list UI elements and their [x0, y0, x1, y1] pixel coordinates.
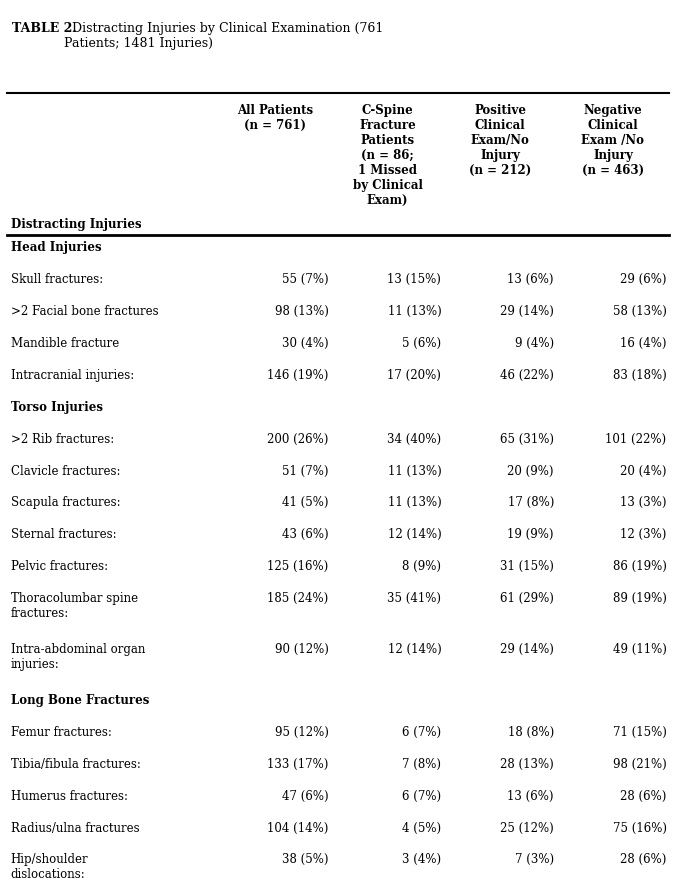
Text: 49 (11%): 49 (11%) [612, 642, 667, 656]
Text: 90 (12%): 90 (12%) [275, 642, 329, 656]
Text: >2 Facial bone fractures: >2 Facial bone fractures [11, 305, 158, 318]
Text: 51 (7%): 51 (7%) [282, 464, 329, 478]
Text: Tibia/fibula fractures:: Tibia/fibula fractures: [11, 758, 141, 771]
Text: 28 (6%): 28 (6%) [620, 853, 667, 866]
Text: 13 (6%): 13 (6%) [508, 273, 554, 287]
Text: 47 (6%): 47 (6%) [282, 789, 329, 803]
Text: Skull fractures:: Skull fractures: [11, 273, 103, 287]
Text: 98 (13%): 98 (13%) [275, 305, 329, 318]
Text: Intracranial injuries:: Intracranial injuries: [11, 369, 134, 382]
Text: 95 (12%): 95 (12%) [275, 726, 329, 739]
Text: 13 (6%): 13 (6%) [508, 789, 554, 803]
Text: Intra-abdominal organ
injuries:: Intra-abdominal organ injuries: [11, 642, 145, 671]
Text: 35 (41%): 35 (41%) [387, 591, 441, 605]
Text: Mandible fracture: Mandible fracture [11, 337, 119, 350]
Text: 11 (13%): 11 (13%) [387, 496, 441, 510]
Text: 41 (5%): 41 (5%) [282, 496, 329, 510]
Text: Femur fractures:: Femur fractures: [11, 726, 112, 739]
Text: Sternal fractures:: Sternal fractures: [11, 528, 116, 541]
Text: 98 (21%): 98 (21%) [612, 758, 667, 771]
Text: 146 (19%): 146 (19%) [267, 369, 329, 382]
Text: >2 Rib fractures:: >2 Rib fractures: [11, 433, 114, 446]
Text: 34 (40%): 34 (40%) [387, 433, 441, 446]
Text: 17 (20%): 17 (20%) [387, 369, 441, 382]
Text: 12 (14%): 12 (14%) [387, 642, 441, 656]
Text: 5 (6%): 5 (6%) [402, 337, 441, 350]
Text: Torso Injuries: Torso Injuries [11, 401, 103, 414]
Text: Thoracolumbar spine
fractures:: Thoracolumbar spine fractures: [11, 591, 138, 620]
Text: 58 (13%): 58 (13%) [612, 305, 667, 318]
Text: 55 (7%): 55 (7%) [282, 273, 329, 287]
Text: 65 (31%): 65 (31%) [500, 433, 554, 446]
Text: All Patients
(n = 761): All Patients (n = 761) [237, 104, 313, 132]
Text: Radius/ulna fractures: Radius/ulna fractures [11, 822, 139, 835]
Text: 7 (3%): 7 (3%) [515, 853, 554, 866]
Text: Pelvic fractures:: Pelvic fractures: [11, 560, 108, 573]
Text: 6 (7%): 6 (7%) [402, 726, 441, 739]
Text: Clavicle fractures:: Clavicle fractures: [11, 464, 120, 478]
Text: 29 (6%): 29 (6%) [620, 273, 667, 287]
Text: C-Spine
Fracture
Patients
(n = 86;
1 Missed
by Clinical
Exam): C-Spine Fracture Patients (n = 86; 1 Mis… [353, 104, 422, 207]
Text: 28 (13%): 28 (13%) [500, 758, 554, 771]
Text: 31 (15%): 31 (15%) [500, 560, 554, 573]
Text: 12 (3%): 12 (3%) [620, 528, 667, 541]
Text: 7 (8%): 7 (8%) [402, 758, 441, 771]
Text: 46 (22%): 46 (22%) [500, 369, 554, 382]
Text: 25 (12%): 25 (12%) [500, 822, 554, 835]
Text: 29 (14%): 29 (14%) [500, 642, 554, 656]
Text: 3 (4%): 3 (4%) [402, 853, 441, 866]
Text: 17 (8%): 17 (8%) [508, 496, 554, 510]
Text: 29 (14%): 29 (14%) [500, 305, 554, 318]
Text: Positive
Clinical
Exam/No
Injury
(n = 212): Positive Clinical Exam/No Injury (n = 21… [469, 104, 531, 177]
Text: 8 (9%): 8 (9%) [402, 560, 441, 573]
Text: 4 (5%): 4 (5%) [402, 822, 441, 835]
Text: 20 (9%): 20 (9%) [508, 464, 554, 478]
Text: 101 (22%): 101 (22%) [606, 433, 667, 446]
Text: Humerus fractures:: Humerus fractures: [11, 789, 128, 803]
Text: 75 (16%): 75 (16%) [612, 822, 667, 835]
Text: 83 (18%): 83 (18%) [612, 369, 667, 382]
Text: 19 (9%): 19 (9%) [508, 528, 554, 541]
Text: 11 (13%): 11 (13%) [387, 464, 441, 478]
Text: 20 (4%): 20 (4%) [620, 464, 667, 478]
Text: Distracting Injuries: Distracting Injuries [11, 218, 141, 231]
Text: 89 (19%): 89 (19%) [612, 591, 667, 605]
Text: 30 (4%): 30 (4%) [282, 337, 329, 350]
Text: 18 (8%): 18 (8%) [508, 726, 554, 739]
Text: 13 (15%): 13 (15%) [387, 273, 441, 287]
Text: Scapula fractures:: Scapula fractures: [11, 496, 120, 510]
Text: Negative
Clinical
Exam /No
Injury
(n = 463): Negative Clinical Exam /No Injury (n = 4… [581, 104, 644, 177]
Text: 71 (15%): 71 (15%) [612, 726, 667, 739]
Text: 86 (19%): 86 (19%) [612, 560, 667, 573]
Text: Hip/shoulder
dislocations:: Hip/shoulder dislocations: [11, 853, 89, 882]
Text: Head Injuries: Head Injuries [11, 241, 101, 254]
Text: 104 (14%): 104 (14%) [267, 822, 329, 835]
Text: 185 (24%): 185 (24%) [268, 591, 329, 605]
Text: 9 (4%): 9 (4%) [515, 337, 554, 350]
Text: 12 (14%): 12 (14%) [387, 528, 441, 541]
Text: 16 (4%): 16 (4%) [620, 337, 667, 350]
Text: 6 (7%): 6 (7%) [402, 789, 441, 803]
Text: TABLE 2.: TABLE 2. [12, 22, 77, 36]
Text: 11 (13%): 11 (13%) [387, 305, 441, 318]
Text: Long Bone Fractures: Long Bone Fractures [11, 694, 149, 707]
Text: 61 (29%): 61 (29%) [500, 591, 554, 605]
Text: 43 (6%): 43 (6%) [282, 528, 329, 541]
Text: 13 (3%): 13 (3%) [620, 496, 667, 510]
Text: 38 (5%): 38 (5%) [282, 853, 329, 866]
Text: 133 (17%): 133 (17%) [267, 758, 329, 771]
Text: 125 (16%): 125 (16%) [268, 560, 329, 573]
Text: 28 (6%): 28 (6%) [620, 789, 667, 803]
Text: Distracting Injuries by Clinical Examination (761
Patients; 1481 Injuries): Distracting Injuries by Clinical Examina… [64, 22, 383, 50]
Text: 200 (26%): 200 (26%) [267, 433, 329, 446]
